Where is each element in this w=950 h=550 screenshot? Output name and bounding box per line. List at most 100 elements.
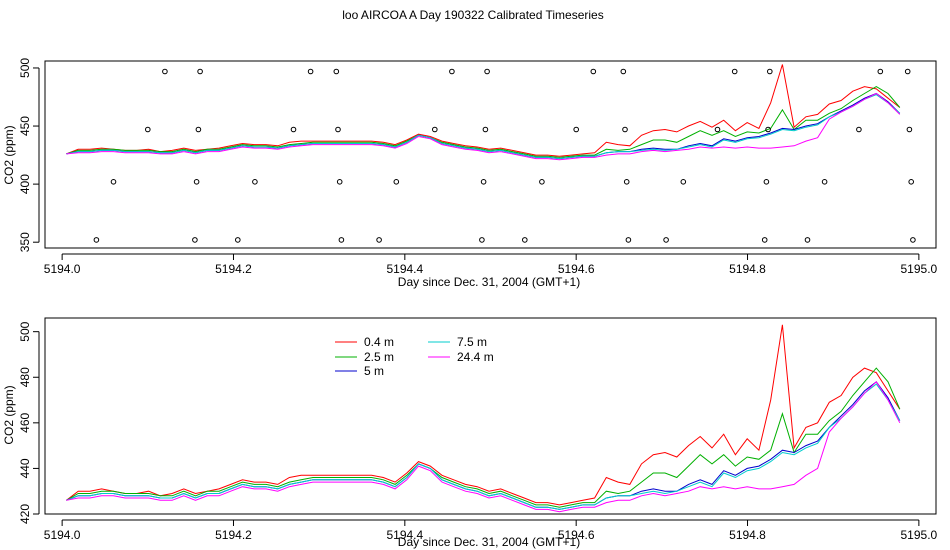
scatter-point xyxy=(663,237,669,243)
bottom-y-tick-label: 440 xyxy=(18,458,32,478)
scatter-point xyxy=(856,126,862,133)
bottom-series-line-2-5-m xyxy=(66,367,901,508)
top-scatter-points xyxy=(93,68,916,243)
bottom-x-tick-label: 5194.8 xyxy=(729,528,766,542)
top-series-line-series-3 xyxy=(66,94,901,160)
scatter-point xyxy=(620,68,627,75)
scatter-point xyxy=(376,237,382,243)
top-y-axis: 350 400 450 500 xyxy=(18,58,40,252)
top-x-tick-label: 5194.4 xyxy=(386,262,423,276)
bottom-series-line-5-m xyxy=(66,381,901,510)
bottom-series-line-24-4-m xyxy=(66,381,901,513)
scatter-point xyxy=(767,68,773,75)
scatter-point xyxy=(290,126,297,133)
scatter-point xyxy=(484,68,490,75)
legend-label-24-4-m: 24.4 m xyxy=(457,350,494,364)
chart-title: loo AIRCOA A Day 190322 Calibrated Times… xyxy=(342,8,603,22)
bottom-y-axis-title: CO2 (ppm) xyxy=(2,385,16,444)
scatter-point xyxy=(763,179,770,185)
scatter-point xyxy=(623,179,630,185)
bottom-series-group xyxy=(66,324,901,513)
top-y-tick-label: 500 xyxy=(18,58,32,78)
top-x-tick-label: 5195.0 xyxy=(901,262,938,276)
bottom-y-tick-label: 460 xyxy=(18,413,32,433)
top-series-line-series-4 xyxy=(66,92,901,161)
scatter-point xyxy=(338,237,345,243)
bottom-x-tick-label: 5195.0 xyxy=(901,528,938,542)
scatter-point xyxy=(625,237,632,243)
scatter-point xyxy=(252,179,258,185)
scatter-point xyxy=(482,126,489,133)
scatter-point xyxy=(765,126,771,133)
top-series-group xyxy=(66,64,901,161)
scatter-point xyxy=(908,179,915,185)
top-x-tick-label: 5194.0 xyxy=(44,262,81,276)
bottom-y-tick-label: 480 xyxy=(18,367,32,387)
scatter-point xyxy=(539,179,545,185)
bottom-x-tick-label: 5194.6 xyxy=(558,528,595,542)
scatter-point xyxy=(804,237,811,243)
top-y-axis-title: CO2 (ppm) xyxy=(2,125,16,184)
legend: 0.4 m2.5 m5 m 7.5 m24.4 m xyxy=(335,335,494,378)
bottom-x-axis-title: Day since Dec. 31, 2004 (GMT+1) xyxy=(398,535,580,549)
scatter-point xyxy=(393,179,400,185)
scatter-point xyxy=(93,237,100,243)
scatter-point xyxy=(906,126,913,133)
scatter-point xyxy=(761,237,768,243)
scatter-point xyxy=(731,68,738,75)
top-x-tick-label: 5194.8 xyxy=(729,262,766,276)
scatter-point xyxy=(714,126,721,133)
top-series-line-series-0 xyxy=(66,64,901,157)
top-x-tick-label: 5194.6 xyxy=(558,262,595,276)
legend-label-7-5-m: 7.5 m xyxy=(457,335,487,349)
top-y-tick-label: 450 xyxy=(18,116,32,136)
scatter-point xyxy=(904,68,911,75)
bottom-plot-frame xyxy=(44,317,937,515)
top-x-tick-label: 5194.2 xyxy=(215,262,252,276)
scatter-point xyxy=(335,126,341,133)
scatter-point xyxy=(877,68,884,75)
scatter-point xyxy=(910,237,916,243)
bottom-series-line-7-5-m xyxy=(66,383,901,510)
top-x-axis: 5194.0 5194.2 5194.4 5194.6 5194.8 5195.0 xyxy=(44,253,938,276)
legend-label-2-5-m: 2.5 m xyxy=(364,350,394,364)
scatter-point xyxy=(195,126,202,133)
scatter-point xyxy=(307,68,314,75)
scatter-point xyxy=(110,179,117,185)
top-panel: 5194.0 5194.2 5194.4 5194.6 5194.8 5195.0 350… xyxy=(2,58,938,289)
scatter-point xyxy=(193,179,200,185)
bottom-x-axis: 5194.0 5194.2 5194.4 5194.6 5194.8 5195.0 xyxy=(44,519,938,542)
scatter-point xyxy=(479,237,485,243)
scatter-point xyxy=(192,237,198,243)
scatter-point xyxy=(145,126,151,133)
scatter-point xyxy=(821,179,828,185)
top-series-line-series-1 xyxy=(66,86,901,158)
bottom-x-tick-label: 5194.0 xyxy=(44,528,81,542)
scatter-point xyxy=(680,179,687,185)
scatter-point xyxy=(162,68,168,75)
scatter-point xyxy=(590,68,597,75)
scatter-point xyxy=(336,179,343,185)
bottom-panel: 5194.0 5194.2 5194.4 5194.6 5194.8 5195.0 420… xyxy=(2,317,938,549)
top-y-tick-label: 350 xyxy=(18,232,32,252)
scatter-point xyxy=(197,68,203,75)
top-y-tick-label: 400 xyxy=(18,174,32,194)
bottom-x-tick-label: 5194.4 xyxy=(386,528,423,542)
scatter-point xyxy=(622,126,628,133)
top-x-axis-title: Day since Dec. 31, 2004 (GMT+1) xyxy=(398,275,580,289)
scatter-point xyxy=(449,68,455,75)
scatter-point xyxy=(573,126,580,133)
scatter-point xyxy=(333,68,340,75)
scatter-point xyxy=(235,237,241,243)
bottom-y-axis: 420 440 460 480 500 xyxy=(18,321,40,524)
bottom-y-tick-label: 500 xyxy=(18,321,32,341)
bottom-x-tick-label: 5194.2 xyxy=(215,528,252,542)
legend-label-0-4-m: 0.4 m xyxy=(364,335,394,349)
bottom-y-tick-label: 420 xyxy=(18,504,32,524)
scatter-point xyxy=(522,237,528,243)
scatter-point xyxy=(480,179,487,185)
scatter-point xyxy=(432,126,438,133)
top-plot-frame xyxy=(44,60,937,249)
legend-label-5-m: 5 m xyxy=(364,364,384,378)
